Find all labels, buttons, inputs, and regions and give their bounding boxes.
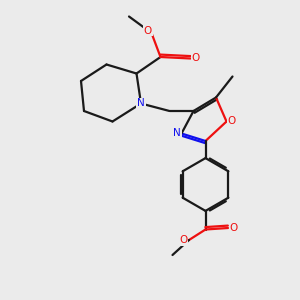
Text: O: O — [228, 116, 236, 127]
Text: O: O — [144, 26, 152, 36]
Text: O: O — [230, 223, 238, 233]
Text: N: N — [173, 128, 181, 139]
Text: O: O — [179, 235, 187, 245]
Text: N: N — [137, 98, 145, 109]
Text: O: O — [192, 53, 200, 64]
